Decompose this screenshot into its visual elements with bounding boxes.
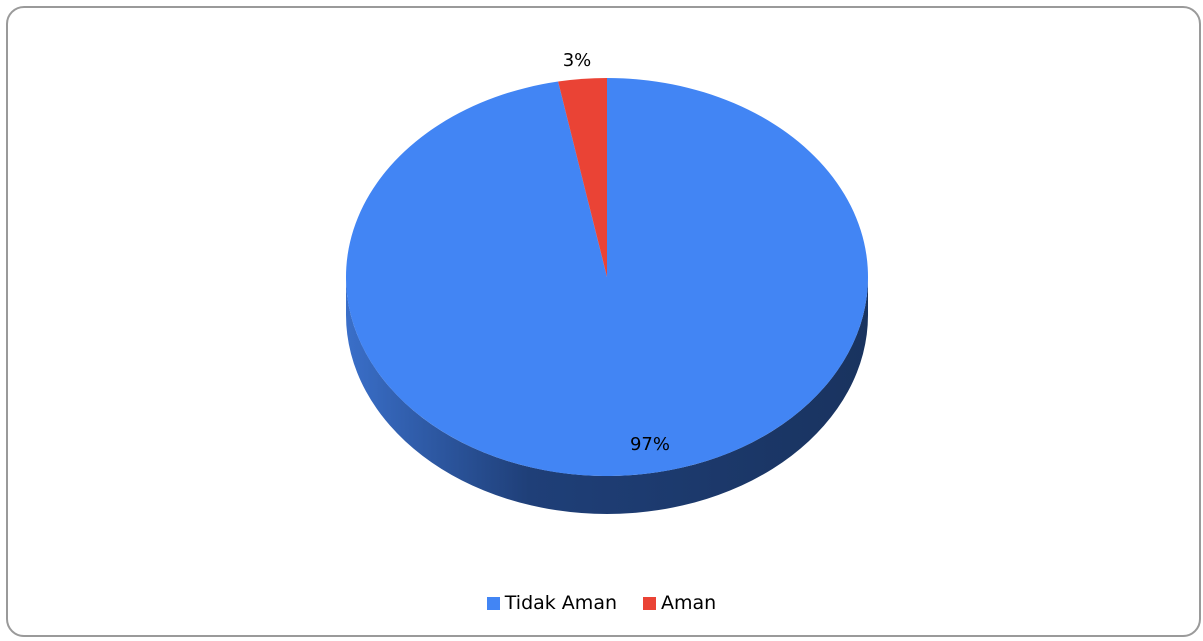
legend-swatch-aman <box>643 596 657 610</box>
data-label-tidak-aman: 97% <box>630 434 670 455</box>
legend-label-tidak-aman: Tidak Aman <box>504 592 618 614</box>
legend-label-aman: Aman <box>661 592 717 614</box>
data-label-aman: 3% <box>563 50 592 71</box>
legend-swatch-tidak-aman <box>486 596 500 610</box>
legend: Tidak Aman Aman <box>0 592 1203 614</box>
legend-item-tidak-aman: Tidak Aman <box>486 592 618 614</box>
pie-slice-aman <box>558 78 607 277</box>
legend-item-aman: Aman <box>643 592 716 614</box>
pie-side <box>346 277 868 514</box>
